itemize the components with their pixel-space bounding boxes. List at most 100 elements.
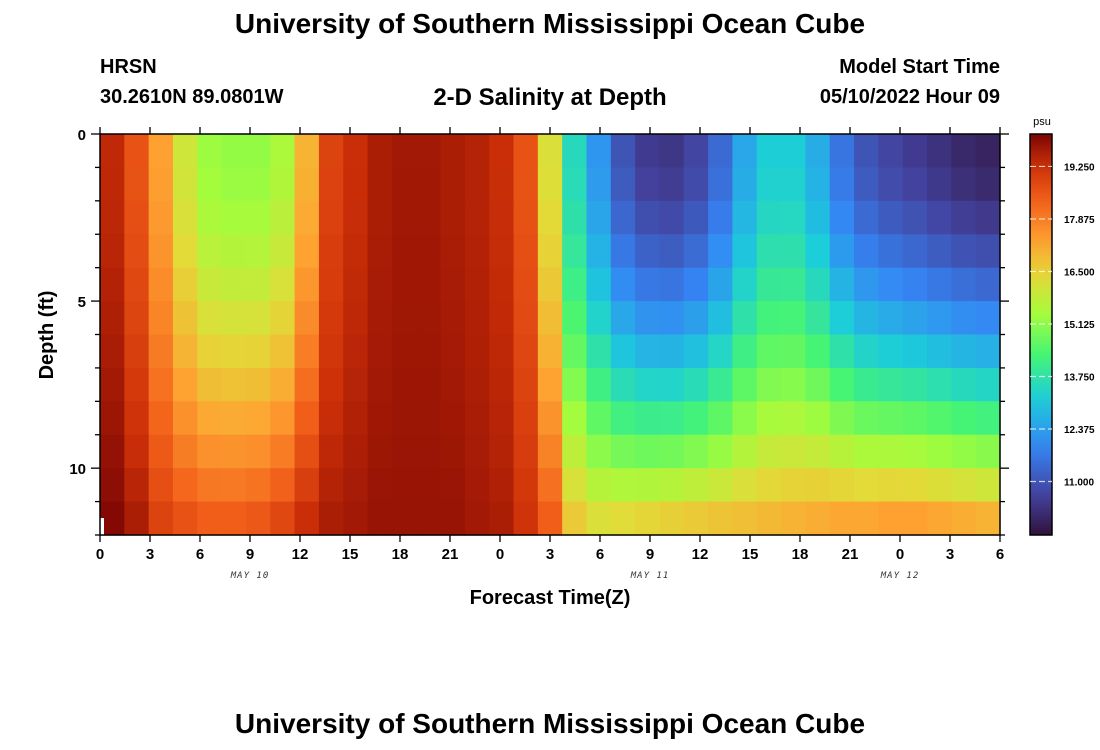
heatmap-cell bbox=[416, 334, 442, 369]
heatmap-cell bbox=[829, 367, 855, 402]
colorbar: 19.250 17.875 16.500 15.125 13.750 12.375 11.0… bbox=[1029, 133, 1095, 536]
heatmap-cell bbox=[635, 367, 661, 402]
x-tick-label: 9 bbox=[646, 546, 654, 563]
heatmap-cell bbox=[416, 468, 442, 503]
heatmap-cell bbox=[805, 301, 831, 336]
heatmap-cell bbox=[781, 134, 806, 169]
heatmap-cell bbox=[367, 134, 393, 169]
y-tick-label: 5 bbox=[78, 294, 86, 311]
heatmap-cell bbox=[756, 401, 782, 436]
heatmap-cell bbox=[100, 367, 125, 402]
heatmap-cell bbox=[951, 501, 977, 536]
heatmap-cell bbox=[829, 134, 855, 169]
x-tick-label: 18 bbox=[792, 546, 809, 563]
heatmap-cell bbox=[586, 200, 612, 235]
heatmap-cell bbox=[270, 334, 296, 369]
heatmap-cell bbox=[781, 401, 806, 436]
heatmap-cell bbox=[172, 234, 198, 269]
heatmap-cell bbox=[610, 167, 636, 202]
x-tick-label: 21 bbox=[842, 546, 859, 563]
heatmap-cell bbox=[270, 267, 296, 302]
heatmap-cell bbox=[902, 434, 928, 469]
heatmap-cell bbox=[148, 501, 174, 536]
heatmap-cell bbox=[562, 234, 588, 269]
heatmap-cell bbox=[854, 401, 879, 436]
heatmap-cell bbox=[878, 468, 904, 503]
heatmap-cell bbox=[659, 267, 685, 302]
heatmap-cell bbox=[464, 468, 490, 503]
heatmap-cell bbox=[902, 367, 928, 402]
heatmap-cell bbox=[951, 167, 977, 202]
heatmap-cell bbox=[391, 434, 417, 469]
heatmap-cell bbox=[659, 200, 685, 235]
heatmap-cell bbox=[975, 367, 1001, 402]
heatmap-cell bbox=[902, 167, 928, 202]
heatmap-cell bbox=[197, 434, 223, 469]
heatmap-cell bbox=[829, 468, 855, 503]
heatmap-cell bbox=[197, 234, 223, 269]
heatmap-cell bbox=[318, 434, 344, 469]
heatmap-cell bbox=[124, 134, 150, 169]
heatmap-cell bbox=[562, 501, 588, 536]
heatmap-cell bbox=[805, 267, 831, 302]
heatmap-cell bbox=[221, 501, 247, 536]
heatmap-cell bbox=[902, 301, 928, 336]
heatmap-cell bbox=[635, 434, 661, 469]
heatmap-cell bbox=[343, 501, 369, 536]
page-title: University of Southern Mississippi Ocean… bbox=[234, 8, 866, 39]
heatmap-cell bbox=[489, 434, 515, 469]
heatmap-cell bbox=[440, 501, 466, 536]
plot-title: 2-D Salinity at Depth bbox=[433, 84, 667, 111]
heatmap-cell bbox=[270, 468, 296, 503]
heatmap-cell bbox=[562, 434, 588, 469]
heatmap-cell bbox=[610, 434, 636, 469]
heatmap-cell bbox=[391, 267, 417, 302]
heatmap-cell bbox=[391, 134, 417, 169]
heatmap-cell bbox=[635, 468, 661, 503]
heatmap-cell bbox=[391, 367, 417, 402]
heatmap-cell bbox=[221, 434, 247, 469]
heatmap-cell bbox=[100, 468, 125, 503]
heatmap-cell bbox=[100, 200, 125, 235]
heatmap-cell bbox=[927, 434, 952, 469]
heatmap-cell bbox=[100, 301, 125, 336]
heatmap-cell bbox=[659, 434, 685, 469]
heatmap-cell bbox=[343, 401, 369, 436]
heatmap-cell bbox=[756, 267, 782, 302]
heatmap-cell bbox=[221, 468, 247, 503]
heatmap-cell bbox=[318, 267, 344, 302]
heatmap-cell bbox=[245, 134, 271, 169]
heatmap-cell bbox=[951, 301, 977, 336]
heatmap-cell bbox=[100, 167, 125, 202]
heatmap-cell bbox=[732, 367, 758, 402]
heatmap-cell bbox=[829, 167, 855, 202]
heatmap-cell bbox=[610, 501, 636, 536]
heatmap-cell bbox=[172, 401, 198, 436]
heatmap-cell bbox=[513, 501, 539, 536]
heatmap-cell bbox=[124, 167, 150, 202]
heatmap-cell bbox=[464, 200, 490, 235]
heatmap-cell bbox=[489, 367, 515, 402]
heatmap-cell bbox=[586, 334, 612, 369]
heatmap-cell bbox=[659, 334, 685, 369]
heatmap-cell bbox=[343, 367, 369, 402]
heatmap-cell bbox=[124, 434, 150, 469]
heatmap-cell bbox=[294, 200, 320, 235]
heatmap-cell bbox=[708, 401, 734, 436]
heatmap-cell bbox=[318, 501, 344, 536]
heatmap-cell bbox=[829, 401, 855, 436]
heatmap-cell bbox=[221, 167, 247, 202]
heatmap-cell bbox=[245, 401, 271, 436]
heatmap-cell bbox=[902, 267, 928, 302]
heatmap-cell bbox=[100, 234, 125, 269]
heatmap-cell bbox=[343, 434, 369, 469]
heatmap-cell bbox=[440, 334, 466, 369]
heatmap-cell bbox=[197, 367, 223, 402]
heatmap-cell bbox=[440, 401, 466, 436]
heatmap-cell bbox=[562, 367, 588, 402]
heatmap-cell bbox=[708, 167, 734, 202]
heatmap-cell bbox=[172, 167, 198, 202]
heatmap-cell bbox=[221, 134, 247, 169]
heatmap-cell bbox=[805, 501, 831, 536]
heatmap-cell bbox=[756, 367, 782, 402]
